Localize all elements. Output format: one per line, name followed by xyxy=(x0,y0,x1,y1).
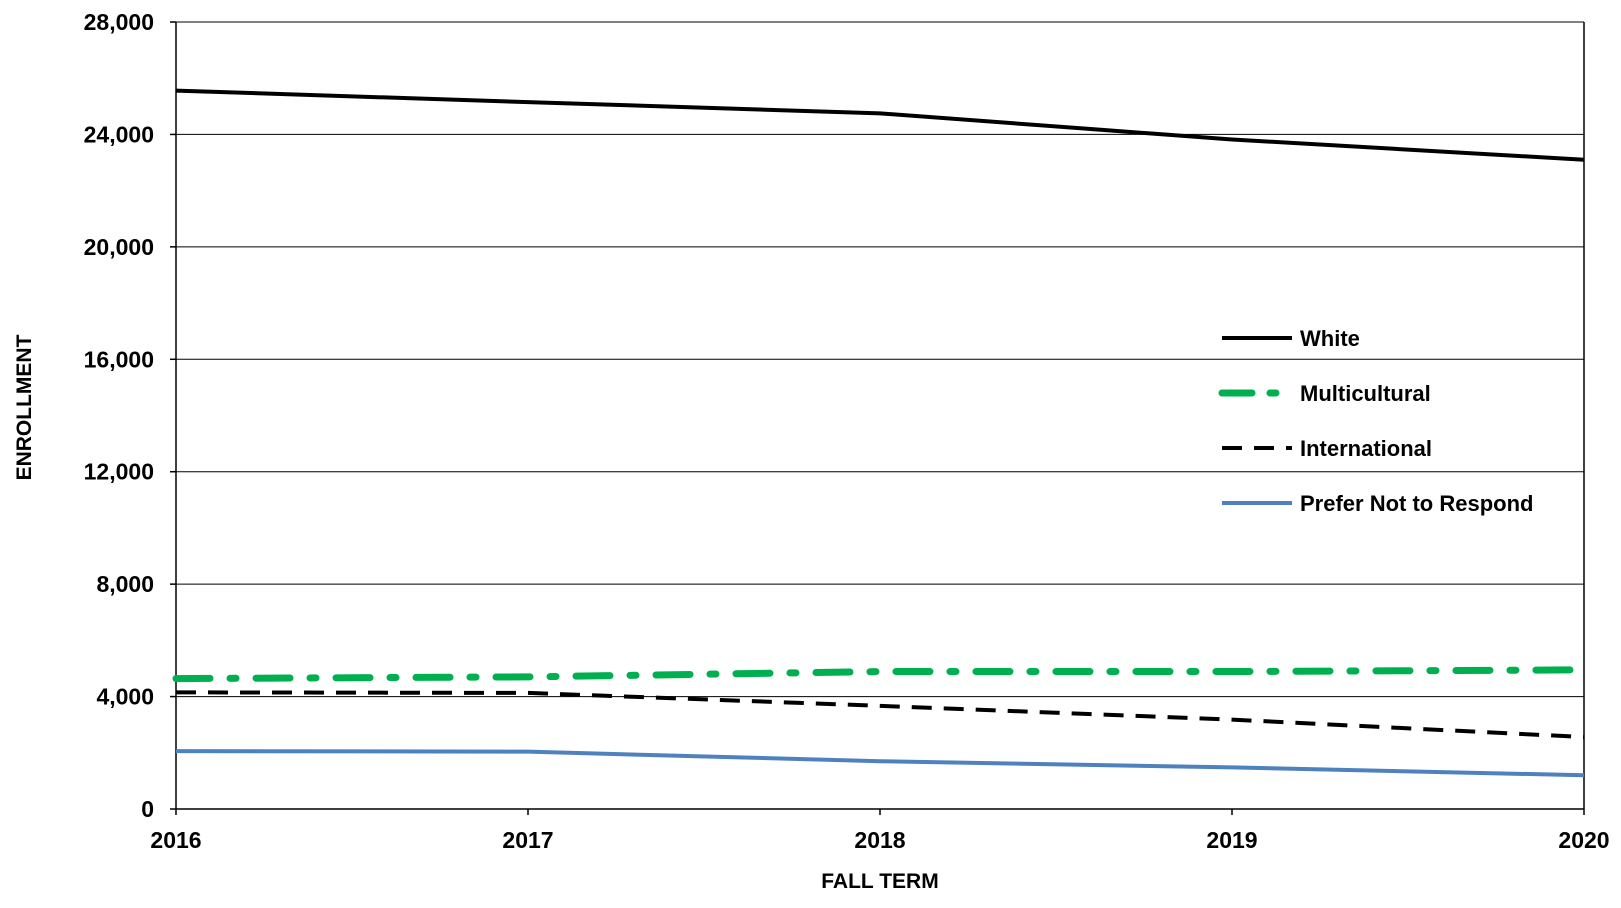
axes xyxy=(170,22,1584,815)
gridlines xyxy=(176,22,1584,697)
x-tick-label: 2019 xyxy=(1206,827,1257,853)
series-line-white xyxy=(176,91,1584,160)
x-axis-title: FALL TERM xyxy=(821,870,938,893)
y-tick-label: 28,000 xyxy=(84,9,154,35)
y-tick-label: 20,000 xyxy=(84,234,154,260)
y-tick-label: 0 xyxy=(141,796,154,822)
series-line-international xyxy=(176,692,1584,737)
series-line-multicultural xyxy=(176,670,1584,679)
y-tick-label: 24,000 xyxy=(84,121,154,147)
legend-label-prefer-not-to-respond: Prefer Not to Respond xyxy=(1300,491,1533,516)
x-tick-label: 2016 xyxy=(150,827,201,853)
y-axis-title: ENROLLMENT xyxy=(13,334,36,480)
x-tick-label: 2018 xyxy=(854,827,905,853)
x-tick-label: 2017 xyxy=(502,827,553,853)
x-tick-label: 2020 xyxy=(1558,827,1609,853)
legend: White Multicultural International Prefer No… xyxy=(1222,326,1533,516)
y-tick-label: 16,000 xyxy=(84,346,154,372)
series-line-prefer-not-to-respond xyxy=(176,751,1584,775)
legend-label-multicultural: Multicultural xyxy=(1300,381,1431,406)
tick-labels: 0 4,000 8,000 12,000 16,000 20,000 24,000 28,00… xyxy=(84,9,1610,853)
legend-label-white: White xyxy=(1300,326,1360,351)
y-tick-label: 4,000 xyxy=(96,684,154,710)
y-tick-label: 8,000 xyxy=(96,571,154,597)
y-tick-label: 12,000 xyxy=(84,459,154,485)
legend-label-international: International xyxy=(1300,436,1432,461)
series-lines xyxy=(176,90,1584,775)
